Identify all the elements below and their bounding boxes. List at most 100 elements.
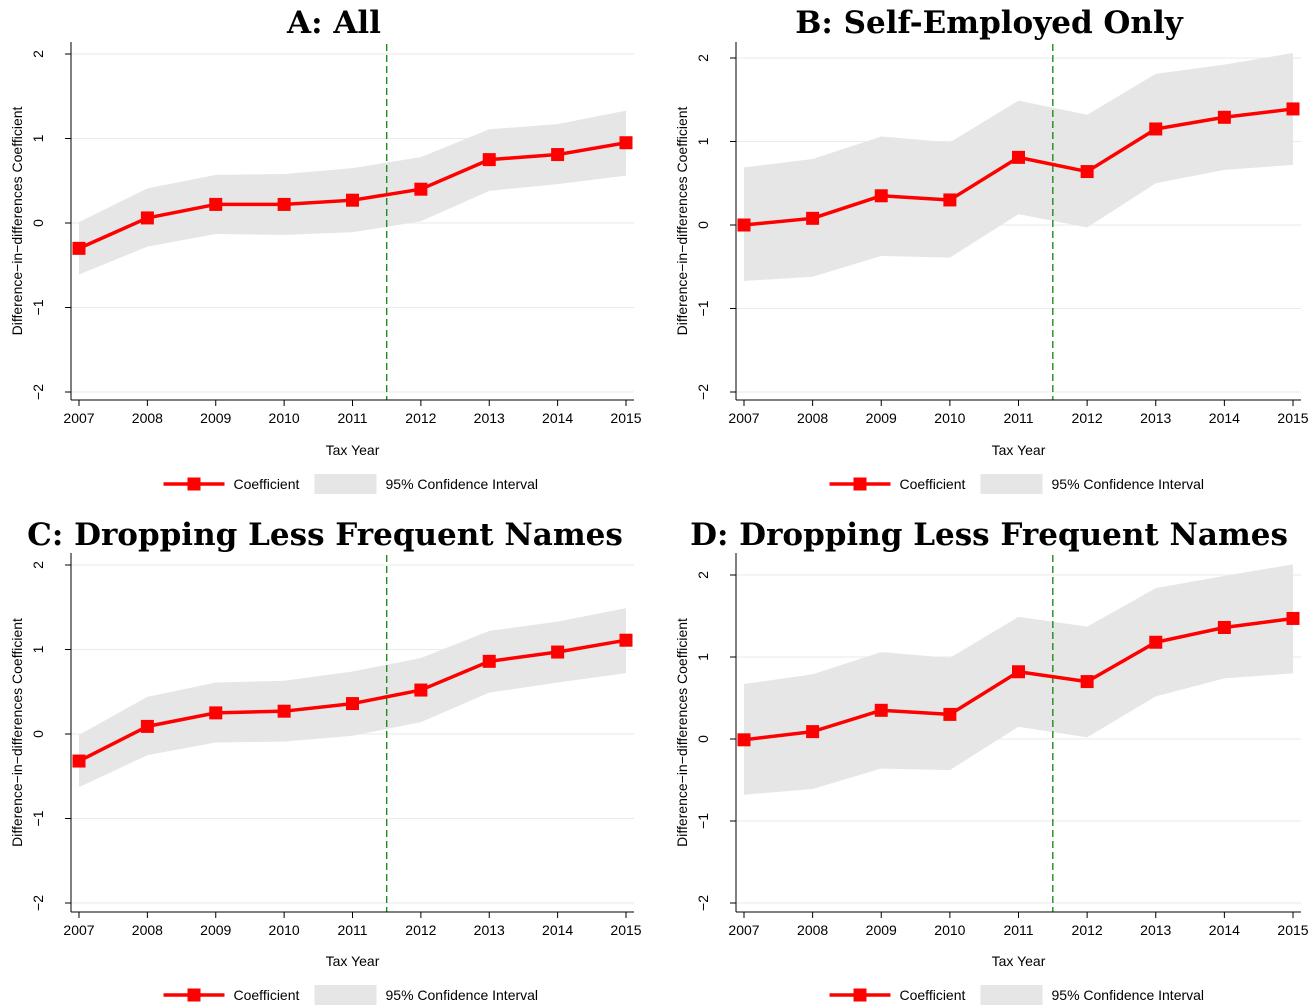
x-tick-label: 2010 xyxy=(934,410,965,426)
legend: Coefficient 95% Confidence Interval xyxy=(163,474,539,494)
coefficient-point xyxy=(277,704,291,718)
y-tick-label: 0 xyxy=(30,730,46,738)
panel-title: C: Dropping Less Frequent Names xyxy=(27,517,623,553)
coefficient-point xyxy=(482,654,496,668)
y-axis-label: Difference−in−differences Coefficient xyxy=(674,106,690,335)
panel-c: C: Dropping Less Frequent Names −2 −1 0 1 2 20… xyxy=(9,517,642,1005)
x-tick-label: 2008 xyxy=(797,922,828,938)
legend-label-coefficient: Coefficient xyxy=(234,476,300,492)
legend-label-coefficient: Coefficient xyxy=(900,987,966,1003)
legend-label-coefficient: Coefficient xyxy=(234,987,300,1003)
panel-title: A: All xyxy=(286,5,381,41)
y-tick-label: 2 xyxy=(30,561,46,569)
coefficient-point xyxy=(806,211,820,225)
coefficient-point xyxy=(1217,620,1231,634)
coefficient-point xyxy=(72,754,86,768)
y-tick-label: 1 xyxy=(30,134,46,142)
x-tick-label: 2007 xyxy=(728,922,759,938)
y-tick-label: −1 xyxy=(695,300,711,316)
coefficient-point xyxy=(619,136,633,150)
x-tick-label: 2011 xyxy=(337,922,367,938)
coefficient-point xyxy=(346,697,359,711)
coefficient-point xyxy=(874,189,888,203)
legend-label-ci: 95% Confidence Interval xyxy=(1052,987,1205,1003)
y-tick-label: −2 xyxy=(695,384,711,400)
x-tick-label: 2009 xyxy=(866,410,897,426)
coefficient-point xyxy=(806,725,820,739)
y-axis-label: Difference−in−differences Coefficient xyxy=(674,618,690,847)
x-tick-label: 2014 xyxy=(1209,410,1240,426)
x-tick-label: 2009 xyxy=(866,922,897,938)
x-axis-label: Tax Year xyxy=(992,953,1046,969)
coefficient-point xyxy=(1286,611,1300,625)
x-tick-label: 2014 xyxy=(542,410,573,426)
confidence-band xyxy=(79,110,626,275)
coefficient-point xyxy=(414,182,428,196)
coefficient-point xyxy=(1149,122,1163,136)
x-tick-label: 2015 xyxy=(1277,410,1308,426)
coefficient-point xyxy=(943,707,957,721)
x-axis-label: Tax Year xyxy=(326,442,380,458)
legend-label-coefficient: Coefficient xyxy=(900,476,966,492)
coefficient-point xyxy=(1012,150,1025,164)
x-tick-label: 2015 xyxy=(610,410,641,426)
confidence-band xyxy=(744,52,1293,281)
coefficient-point xyxy=(943,193,957,207)
x-tick-label: 2013 xyxy=(474,922,505,938)
y-axis-label: Difference−in−differences Coefficient xyxy=(9,106,25,335)
legend-marker-swatch xyxy=(187,477,201,491)
x-tick-label: 2010 xyxy=(269,922,300,938)
coefficient-point xyxy=(209,706,223,720)
confidence-band xyxy=(744,564,1293,795)
x-tick-label: 2011 xyxy=(1003,922,1033,938)
legend: Coefficient 95% Confidence Interval xyxy=(163,985,539,1005)
coefficient-point xyxy=(1149,635,1163,649)
coefficient-point xyxy=(874,703,888,717)
legend-marker-swatch xyxy=(187,988,201,1002)
x-tick-label: 2008 xyxy=(132,410,163,426)
x-tick-label: 2015 xyxy=(610,922,641,938)
legend-label-ci: 95% Confidence Interval xyxy=(1052,476,1205,492)
x-tick-label: 2007 xyxy=(728,410,759,426)
legend-band-swatch xyxy=(314,985,377,1005)
legend: Coefficient 95% Confidence Interval xyxy=(829,985,1205,1005)
x-tick-label: 2011 xyxy=(1003,410,1033,426)
panel-title: D: Dropping Less Frequent Names xyxy=(690,517,1288,553)
coefficient-point xyxy=(209,197,223,211)
coefficient-point xyxy=(72,241,86,255)
panel-d: D: Dropping Less Frequent Names −2 −1 0 1 2 20… xyxy=(674,517,1309,1005)
y-tick-label: −2 xyxy=(30,384,46,400)
x-tick-label: 2015 xyxy=(1277,922,1308,938)
x-tick-label: 2010 xyxy=(934,922,965,938)
x-axis-label: Tax Year xyxy=(326,953,380,969)
legend-marker-swatch xyxy=(853,477,867,491)
coefficient-point xyxy=(737,218,751,232)
legend-label-ci: 95% Confidence Interval xyxy=(386,987,539,1003)
x-tick-label: 2013 xyxy=(474,410,505,426)
legend-band-swatch xyxy=(980,474,1043,494)
y-tick-label: 0 xyxy=(695,221,711,229)
y-tick-label: 2 xyxy=(30,50,46,58)
x-tick-label: 2014 xyxy=(542,922,573,938)
x-tick-label: 2011 xyxy=(337,410,367,426)
x-tick-label: 2013 xyxy=(1140,410,1171,426)
legend-band-swatch xyxy=(980,985,1043,1005)
panel-title: B: Self-Employed Only xyxy=(795,5,1184,41)
y-tick-label: −1 xyxy=(695,813,711,829)
coefficient-point xyxy=(346,193,359,207)
coefficient-point xyxy=(1080,675,1094,689)
panel-b: B: Self-Employed Only −2 −1 0 1 2 2007 2008 2009… xyxy=(674,5,1309,494)
y-tick-label: 0 xyxy=(30,219,46,227)
coefficient-point xyxy=(140,719,154,733)
panel-a: A: All −2 −1 0 1 2 2007 2008 2009 2010 2011 2012 201… xyxy=(9,5,642,494)
coefficient-point xyxy=(140,211,154,225)
coefficient-point xyxy=(737,733,751,747)
x-tick-label: 2012 xyxy=(405,410,436,426)
legend-label-ci: 95% Confidence Interval xyxy=(386,476,539,492)
y-tick-label: −1 xyxy=(30,299,46,315)
y-tick-label: −2 xyxy=(695,895,711,911)
coefficient-point xyxy=(551,148,565,162)
x-tick-label: 2007 xyxy=(63,922,94,938)
coefficient-point xyxy=(277,197,291,211)
